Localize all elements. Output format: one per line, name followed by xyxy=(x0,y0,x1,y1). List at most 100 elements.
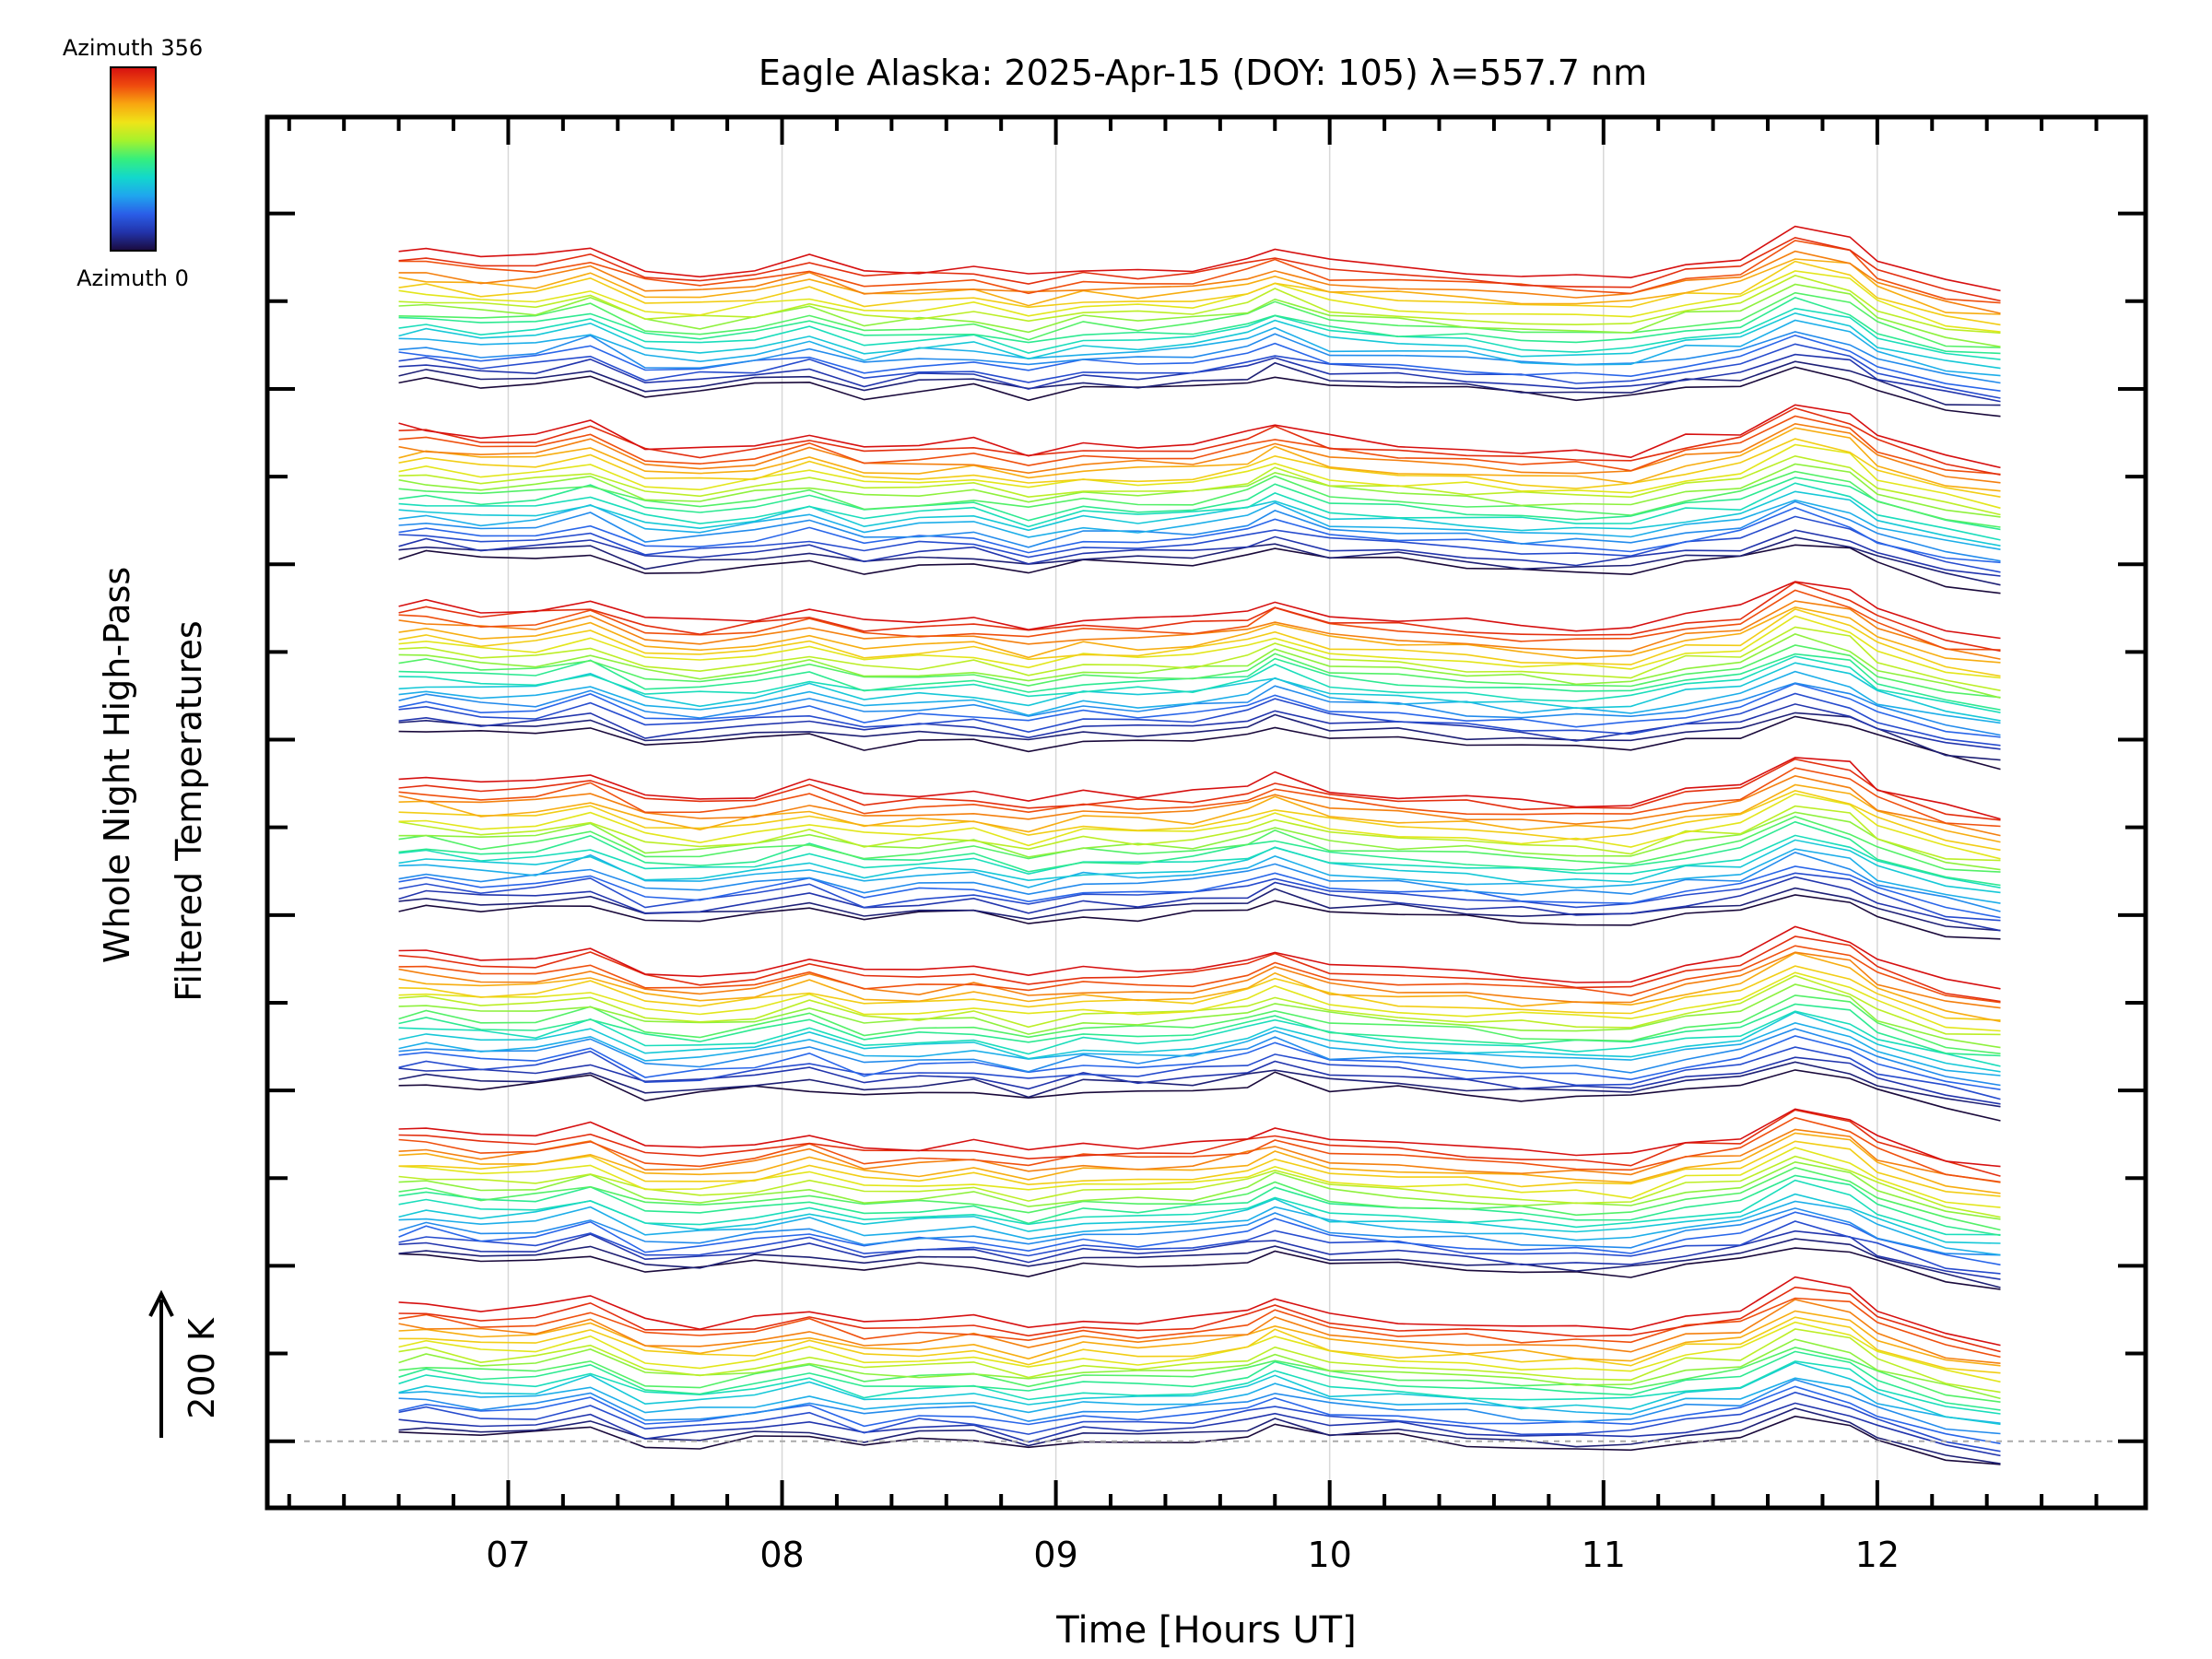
series-line xyxy=(398,1286,2001,1353)
series-line xyxy=(398,500,2001,562)
series-line xyxy=(398,1402,2001,1457)
series-line xyxy=(398,422,2001,484)
x-tick-labels: 07 08 09 10 11 12 xyxy=(486,1535,1900,1575)
series-line xyxy=(398,715,2001,771)
series-line xyxy=(398,1350,2001,1411)
series-line xyxy=(398,240,2001,304)
series-line xyxy=(398,258,2001,315)
series-line xyxy=(398,1109,2001,1177)
x-tick-label: 10 xyxy=(1308,1535,1352,1575)
series-line xyxy=(398,529,2001,577)
x-tick-label: 07 xyxy=(486,1535,530,1575)
series-line xyxy=(398,482,2001,541)
series-line xyxy=(398,1116,2001,1183)
series-line xyxy=(398,945,2001,1004)
series-line xyxy=(398,225,2001,292)
series-line xyxy=(398,404,2001,469)
series-line xyxy=(398,767,2001,828)
series-line xyxy=(398,1211,2001,1266)
series-line xyxy=(398,1297,2001,1359)
series-line xyxy=(398,307,2001,360)
series-line xyxy=(398,1328,2001,1394)
series-line xyxy=(398,250,2001,314)
series-line xyxy=(398,490,2001,547)
series-line xyxy=(398,872,2001,922)
x-tick-label: 11 xyxy=(1582,1535,1626,1575)
series-line xyxy=(398,1360,2001,1415)
series-line xyxy=(398,1378,2001,1435)
series-line xyxy=(398,438,2001,498)
series-line xyxy=(398,1220,2001,1275)
series-line xyxy=(398,1415,2001,1465)
series-line xyxy=(398,477,2001,531)
series-line xyxy=(398,1174,2001,1237)
series-line xyxy=(398,608,2001,677)
series-line xyxy=(398,655,2001,713)
series-line xyxy=(398,1347,2001,1403)
series-line xyxy=(398,1140,2001,1197)
series-line xyxy=(398,1003,2001,1057)
series-line xyxy=(398,1247,2001,1290)
series-line xyxy=(398,415,2001,476)
series-line xyxy=(398,1046,2001,1100)
series-line xyxy=(398,692,2001,747)
series-line xyxy=(398,1276,2001,1347)
series-line xyxy=(398,1061,2001,1108)
series-line xyxy=(398,343,2001,399)
series-line xyxy=(398,1385,2001,1445)
series-line xyxy=(398,805,2001,862)
series-line xyxy=(398,1207,2001,1256)
x-tick-label: 09 xyxy=(1033,1535,1077,1575)
series-line xyxy=(398,589,2001,651)
series-line xyxy=(398,848,2001,904)
series-line xyxy=(398,790,2001,852)
series-line xyxy=(398,1338,2001,1400)
series-line xyxy=(398,983,2001,1049)
series-line xyxy=(398,839,2001,894)
series-line xyxy=(398,536,2001,586)
series-line xyxy=(398,1010,2001,1067)
colorbar-bottom-label: Azimuth 0 xyxy=(76,265,189,291)
series-line xyxy=(398,270,2001,333)
colorbar-legend: Azimuth 356 Azimuth 0 xyxy=(63,35,203,291)
chart-title: Eagle Alaska: 2025-Apr-15 (DOY: 105) λ=5… xyxy=(759,53,1647,93)
series-line xyxy=(398,427,2001,492)
series-line xyxy=(398,1132,2001,1194)
series-line xyxy=(398,1179,2001,1236)
series-line xyxy=(398,951,2001,1009)
series-line xyxy=(398,334,2001,392)
series-line xyxy=(398,662,2001,722)
series-line xyxy=(398,894,2001,940)
series-line xyxy=(398,670,2001,724)
series-line xyxy=(398,757,2001,820)
series-line xyxy=(398,1377,2001,1424)
series-line xyxy=(398,581,2001,640)
series-layer xyxy=(398,225,2001,1465)
series-line xyxy=(398,626,2001,691)
scale-arrow xyxy=(148,1289,174,1438)
colorbar-top-label: Azimuth 356 xyxy=(63,35,203,61)
series-line xyxy=(398,783,2001,843)
colorbar xyxy=(110,66,157,252)
series-line xyxy=(398,811,2001,871)
series-line xyxy=(398,1238,2001,1288)
series-line xyxy=(398,581,2001,653)
series-line xyxy=(398,499,2001,550)
series-line xyxy=(398,682,2001,738)
x-axis-label: Time [Hours UT] xyxy=(1055,1609,1356,1652)
x-tick-label: 12 xyxy=(1855,1535,1900,1575)
series-line xyxy=(398,1108,2001,1168)
scale-label: 200 K xyxy=(182,1317,222,1419)
series-line xyxy=(398,925,2001,990)
series-line xyxy=(398,965,2001,1021)
series-line xyxy=(398,297,2001,355)
series-line xyxy=(398,1022,2001,1077)
series-line xyxy=(398,994,2001,1054)
series-line xyxy=(398,507,2001,564)
x-tick-label: 08 xyxy=(759,1535,804,1575)
series-line xyxy=(398,275,2001,335)
axis-ticks xyxy=(267,117,2146,1508)
series-line xyxy=(398,443,2001,510)
series-line xyxy=(398,816,2001,873)
series-line xyxy=(398,834,2001,888)
